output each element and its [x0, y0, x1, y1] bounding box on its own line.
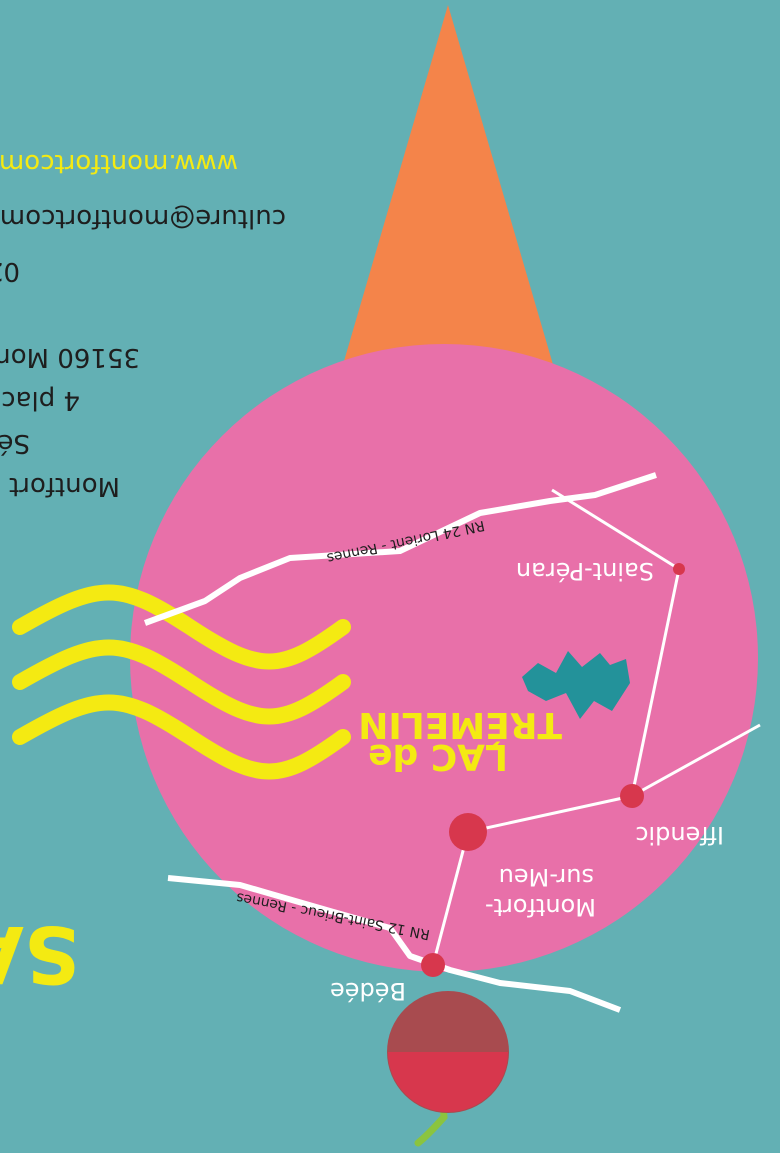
waves-icon: [12, 584, 351, 780]
town-dot-saint-peran: [673, 563, 685, 575]
town-dot-iffendic: [620, 784, 644, 808]
lake-shape: [522, 651, 630, 719]
local-roads: [431, 488, 761, 966]
road-rn12: [167, 875, 622, 1013]
contact-block: Montfort Sé 4 plac 35160 Mon 02 culture@…: [0, 148, 286, 501]
contact-line-1: Montfort: [9, 471, 120, 501]
town-label-montfort-line1: Montfort-: [485, 893, 596, 921]
map-circle: [130, 344, 758, 972]
town-label-montfort-line2: sur-Meu: [499, 863, 594, 891]
contact-line-3: 4 plac: [1, 385, 80, 415]
contact-line-4: 35160 Mon: [0, 342, 140, 372]
cone-shape: [316, 5, 580, 457]
lake-title-line2: TRÉMELIN: [358, 704, 562, 746]
cherry-highlight: [388, 1052, 508, 1112]
contact-line-6: culture@montfortcom: [0, 203, 286, 233]
town-dot-bedee: [421, 953, 445, 977]
contact-line-2: Sé: [0, 428, 30, 458]
town-label-bedee: Bédée: [330, 977, 406, 1005]
contact-line-5: 02: [0, 256, 20, 286]
partial-heading: SA: [0, 908, 80, 998]
town-label-saint-peran: Saint-Péran: [516, 557, 654, 585]
cherry-stem: [414, 1087, 448, 1147]
contact-link-website[interactable]: www.montfortcom: [0, 148, 238, 178]
road-rn24: [143, 472, 657, 626]
town-dot-montfort: [449, 813, 487, 851]
town-label-iffendic: Iffendic: [635, 821, 724, 849]
lake-title-line1: LAC de: [368, 736, 508, 777]
